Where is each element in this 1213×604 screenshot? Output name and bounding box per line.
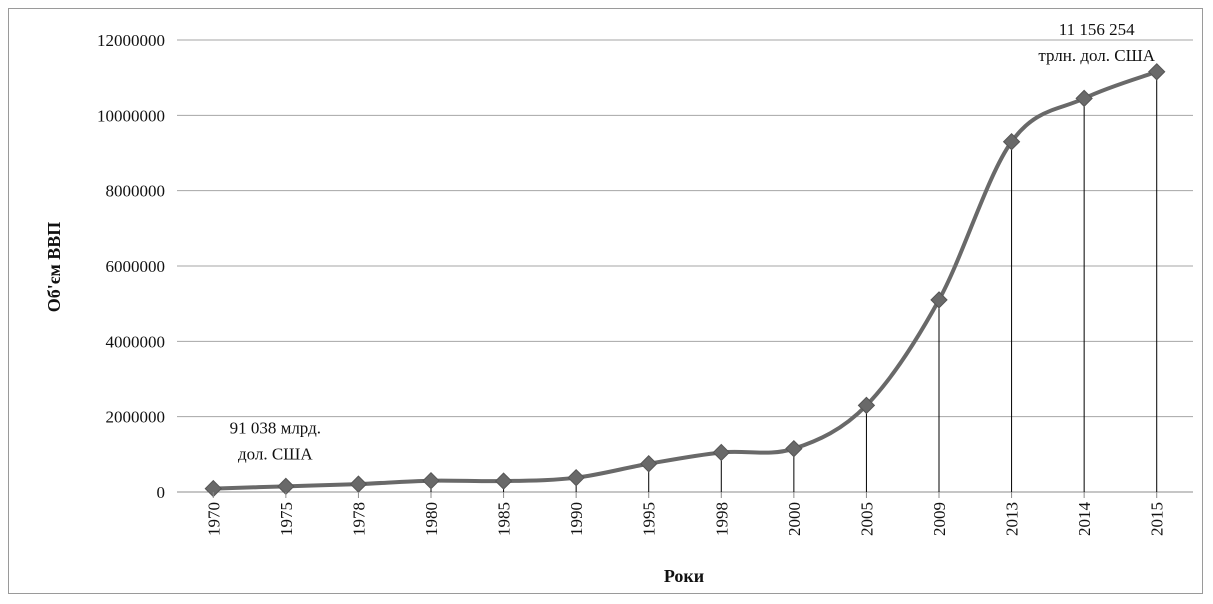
x-tick-label: 2005 <box>857 502 876 536</box>
annotation-label: дол. США <box>238 445 313 464</box>
x-tick-label: 1978 <box>349 502 368 536</box>
x-tick-label: 2013 <box>1003 502 1022 536</box>
x-tick-label: 2009 <box>930 502 949 536</box>
data-point-marker <box>567 468 585 487</box>
chart-frame <box>8 8 1203 594</box>
data-point-marker <box>349 475 368 493</box>
y-tick-label: 0 <box>157 483 166 502</box>
x-tick-label: 1985 <box>495 502 514 536</box>
data-point-marker <box>1002 132 1021 151</box>
data-point-marker <box>494 472 513 490</box>
x-tick-label: 1998 <box>712 502 731 536</box>
annotation-label: трлн. дол. США <box>1038 46 1155 65</box>
x-tick-label: 2014 <box>1075 502 1094 537</box>
x-tick-label: 1975 <box>277 502 296 536</box>
y-tick-label: 6000000 <box>106 257 166 276</box>
x-tick-label: 1995 <box>640 502 659 536</box>
data-point-marker <box>422 471 440 490</box>
x-tick-label: 1990 <box>567 502 586 536</box>
data-point-marker <box>640 455 658 473</box>
y-axis-title: Об'єм ВВП <box>44 222 64 313</box>
x-tick-label: 1980 <box>422 502 441 536</box>
data-point-marker <box>857 396 876 415</box>
series-layer <box>204 63 1166 498</box>
x-tick-label: 2000 <box>785 502 804 536</box>
y-tick-label: 12000000 <box>97 31 165 50</box>
data-point-marker <box>712 443 730 462</box>
y-tick-label: 10000000 <box>97 106 165 125</box>
y-tick-label: 4000000 <box>106 332 166 351</box>
y-tick-label: 8000000 <box>106 182 166 201</box>
series-line <box>213 69 1158 491</box>
annotation-label: 11 156 254 <box>1059 20 1135 39</box>
x-tick-label: 2015 <box>1148 502 1167 536</box>
y-tick-label: 2000000 <box>106 408 166 427</box>
annotations: 91 038 млрд. дол. США 11 156 254 трлн. дол.… <box>230 20 1156 464</box>
x-tick-label: 1970 <box>204 502 223 536</box>
gridlines <box>177 39 1193 493</box>
data-point-marker <box>785 439 803 458</box>
data-point-marker <box>1148 63 1166 81</box>
y-tick-labels: 0 2000000 4000000 6000000 8000000 10000000 120… <box>97 31 165 502</box>
annotation-label: 91 038 млрд. <box>230 419 321 438</box>
x-axis-title: Роки <box>664 566 704 586</box>
data-point-marker <box>1075 89 1093 108</box>
data-point-marker <box>930 291 948 309</box>
x-tick-labels: 1970 1975 1978 1980 1985 1990 1995 1998 2000 2005… <box>204 492 1167 537</box>
